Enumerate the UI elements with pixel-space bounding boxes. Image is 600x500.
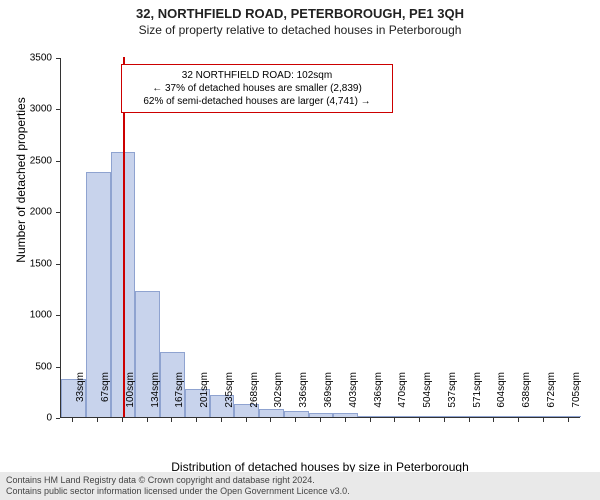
- y-tick-mark: [56, 212, 60, 213]
- attribution-footer: Contains HM Land Registry data © Crown c…: [0, 472, 600, 500]
- x-tick-label: 100sqm: [125, 372, 136, 422]
- x-tick-label: 403sqm: [348, 372, 359, 422]
- x-tick-mark: [196, 418, 197, 422]
- x-tick-label: 167sqm: [174, 372, 185, 422]
- x-tick-mark: [543, 418, 544, 422]
- x-tick-mark: [370, 418, 371, 422]
- x-tick-mark: [246, 418, 247, 422]
- x-tick-label: 336sqm: [298, 372, 309, 422]
- x-tick-mark: [295, 418, 296, 422]
- y-tick-label: 2000: [12, 207, 52, 218]
- y-tick-label: 500: [12, 361, 52, 372]
- x-tick-label: 436sqm: [373, 372, 384, 422]
- y-tick-mark: [56, 367, 60, 368]
- annotation-line-3: 62% of semi-detached houses are larger (…: [128, 95, 386, 108]
- x-tick-label: 67sqm: [100, 372, 111, 422]
- x-tick-mark: [122, 418, 123, 422]
- y-tick-mark: [56, 418, 60, 419]
- x-tick-mark: [97, 418, 98, 422]
- footer-line-2: Contains public sector information licen…: [6, 486, 594, 497]
- x-tick-mark: [394, 418, 395, 422]
- annotation-line-2: ← 37% of detached houses are smaller (2,…: [128, 82, 386, 95]
- y-tick-label: 1000: [12, 310, 52, 321]
- x-tick-mark: [147, 418, 148, 422]
- plot-area: 32 NORTHFIELD ROAD: 102sqm ← 37% of deta…: [60, 58, 580, 418]
- chart-supertitle: 32, NORTHFIELD ROAD, PETERBOROUGH, PE1 3…: [0, 0, 600, 21]
- y-tick-label: 3000: [12, 104, 52, 115]
- x-tick-mark: [72, 418, 73, 422]
- x-tick-mark: [345, 418, 346, 422]
- x-tick-mark: [469, 418, 470, 422]
- annotation-line-1: 32 NORTHFIELD ROAD: 102sqm: [128, 69, 386, 82]
- x-tick-label: 604sqm: [496, 372, 507, 422]
- x-tick-mark: [444, 418, 445, 422]
- y-tick-label: 2500: [12, 155, 52, 166]
- y-tick-mark: [56, 58, 60, 59]
- y-axis-label: Number of detached properties: [14, 30, 28, 330]
- x-tick-label: 672sqm: [546, 372, 557, 422]
- x-tick-label: 571sqm: [472, 372, 483, 422]
- x-tick-label: 537sqm: [447, 372, 458, 422]
- x-tick-label: 235sqm: [224, 372, 235, 422]
- x-tick-mark: [518, 418, 519, 422]
- chart-subtitle: Size of property relative to detached ho…: [0, 21, 600, 37]
- x-tick-label: 134sqm: [150, 372, 161, 422]
- x-tick-label: 302sqm: [273, 372, 284, 422]
- x-tick-mark: [419, 418, 420, 422]
- y-tick-mark: [56, 315, 60, 316]
- x-tick-label: 268sqm: [249, 372, 260, 422]
- y-tick-mark: [56, 264, 60, 265]
- footer-line-1: Contains HM Land Registry data © Crown c…: [6, 475, 594, 486]
- x-tick-label: 201sqm: [199, 372, 210, 422]
- x-tick-mark: [270, 418, 271, 422]
- x-tick-label: 705sqm: [571, 372, 582, 422]
- x-tick-label: 638sqm: [521, 372, 532, 422]
- y-tick-label: 3500: [12, 53, 52, 64]
- x-tick-label: 504sqm: [422, 372, 433, 422]
- plot-frame: 32 NORTHFIELD ROAD: 102sqm ← 37% of deta…: [60, 58, 580, 418]
- x-tick-mark: [493, 418, 494, 422]
- x-tick-label: 369sqm: [323, 372, 334, 422]
- x-tick-mark: [171, 418, 172, 422]
- x-tick-mark: [568, 418, 569, 422]
- y-tick-label: 0: [12, 413, 52, 424]
- y-tick-label: 1500: [12, 258, 52, 269]
- chart-container: 32, NORTHFIELD ROAD, PETERBOROUGH, PE1 3…: [0, 0, 600, 500]
- x-tick-mark: [320, 418, 321, 422]
- x-tick-label: 470sqm: [397, 372, 408, 422]
- x-tick-mark: [221, 418, 222, 422]
- y-tick-mark: [56, 161, 60, 162]
- y-tick-mark: [56, 109, 60, 110]
- annotation-callout: 32 NORTHFIELD ROAD: 102sqm ← 37% of deta…: [121, 64, 393, 113]
- x-tick-label: 33sqm: [75, 372, 86, 422]
